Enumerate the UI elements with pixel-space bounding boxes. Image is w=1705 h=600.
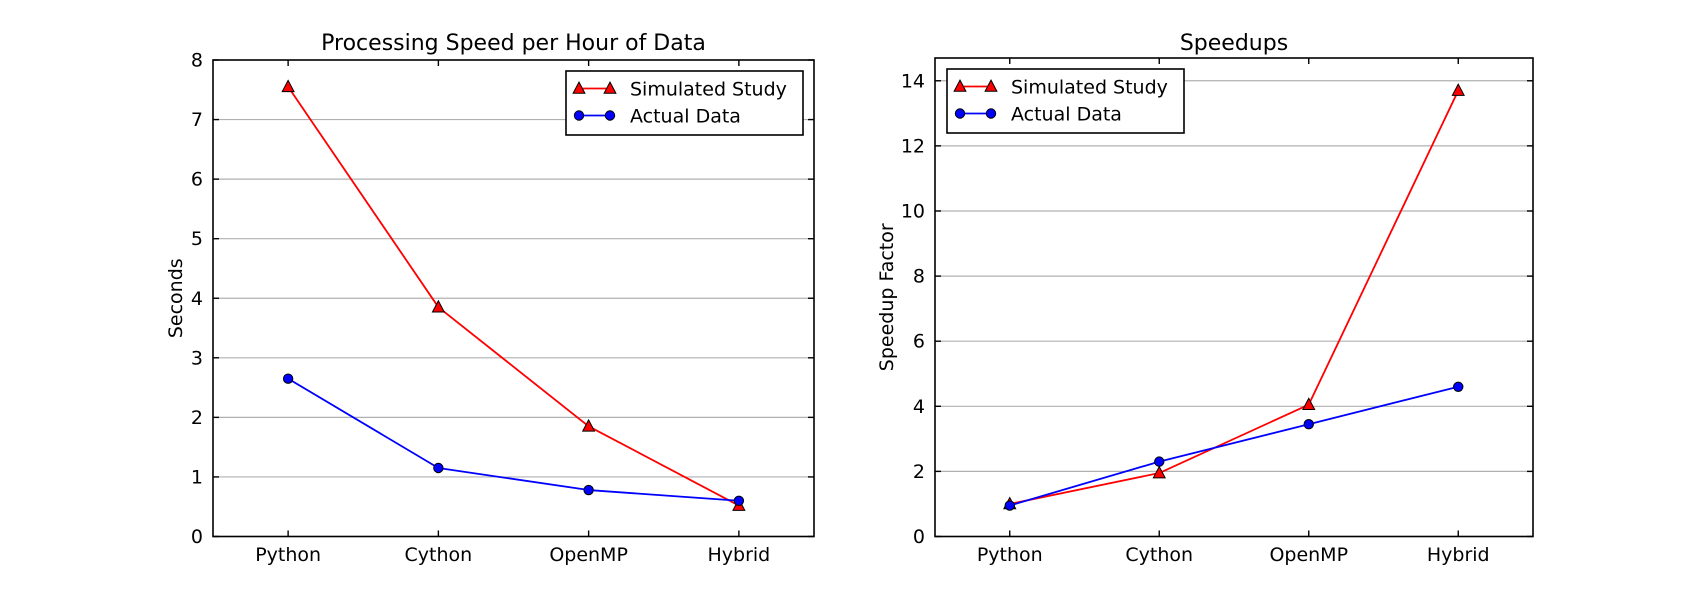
legend-label: Actual Data xyxy=(630,106,741,128)
y-tick-label: 4 xyxy=(191,288,203,310)
data-point-simulated-study-openmp xyxy=(581,418,596,432)
chart-title: Processing Speed per Hour of Data xyxy=(321,31,706,56)
legend-entry-simulated-study: Simulated Study xyxy=(953,77,1168,99)
y-tick-label: 6 xyxy=(191,169,203,191)
gridlines xyxy=(935,80,1533,472)
legend: Simulated Study Actual Data xyxy=(565,70,804,136)
x-tick-labels: Python Cython OpenMP Hybrid xyxy=(255,544,770,566)
legend-box xyxy=(565,70,804,136)
chart-processing-speed: 0 1 2 3 4 5 6 7 8 Python Cython OpenMP Hybrid Process… xyxy=(165,31,815,566)
y-tick-label: 7 xyxy=(191,109,203,131)
legend-marker xyxy=(572,81,586,94)
series-line-actual-data xyxy=(1009,385,1459,507)
y-tick-label: 10 xyxy=(901,200,925,222)
legend-marker xyxy=(573,110,585,121)
x-tick-label: Python xyxy=(977,544,1043,566)
legend-marker xyxy=(604,110,616,121)
y-tick-label: 8 xyxy=(913,266,925,288)
y-tick-label: 2 xyxy=(191,407,203,429)
legend-marker xyxy=(954,108,966,119)
chart-speedups: 0 2 4 6 8 10 12 14 Python Cython OpenMP Hybrid Speed… xyxy=(876,31,1534,566)
y-tick-label: 12 xyxy=(901,135,925,157)
axes-frame xyxy=(934,57,1534,538)
legend-label: Simulated Study xyxy=(630,79,787,101)
x-tick-label: OpenMP xyxy=(549,544,628,566)
data-point-simulated-study-hybrid xyxy=(1451,83,1465,96)
y-tick-label: 4 xyxy=(913,396,925,418)
legend-entry-simulated-study: Simulated Study xyxy=(572,79,787,101)
data-point-simulated-study-cython xyxy=(1152,465,1166,479)
legend: Simulated Study Actual Data xyxy=(946,68,1185,134)
y-tick-label: 1 xyxy=(191,466,203,488)
data-point-actual-data-hybrid xyxy=(1453,381,1464,392)
y-tick-label: 14 xyxy=(901,70,925,92)
y-tick-label: 2 xyxy=(913,461,925,483)
y-tick-label: 6 xyxy=(913,331,925,353)
series-line-simulated-study xyxy=(287,86,740,507)
series-simulated-study xyxy=(1003,83,1465,510)
data-point-actual-data-python xyxy=(1004,500,1015,511)
x-tick-label: OpenMP xyxy=(1269,544,1348,566)
x-tick-label: Cython xyxy=(1125,544,1193,566)
x-tick-labels: Python Cython OpenMP Hybrid xyxy=(977,544,1490,566)
data-point-actual-data-cython xyxy=(433,462,444,474)
legend-marker xyxy=(953,79,967,92)
data-point-actual-data-cython xyxy=(1154,456,1165,467)
legend-box xyxy=(946,68,1185,134)
y-tick-labels: 0 1 2 3 4 5 6 7 8 xyxy=(191,50,203,549)
data-point-actual-data-openmp xyxy=(583,484,594,496)
x-tick-label: Hybrid xyxy=(1427,544,1490,566)
data-point-actual-data-hybrid xyxy=(733,495,745,506)
y-axis-label: Speedup Factor xyxy=(876,223,898,371)
y-tick-label: 8 xyxy=(191,50,203,72)
tick-marks xyxy=(935,58,1533,538)
series-actual-data xyxy=(1004,381,1464,511)
data-point-actual-data-openmp xyxy=(1303,418,1314,430)
chart-title: Speedups xyxy=(1180,31,1288,56)
data-point-actual-data-python xyxy=(282,373,294,384)
x-tick-label: Hybrid xyxy=(708,544,771,566)
legend-marker xyxy=(984,79,998,92)
y-tick-label: 0 xyxy=(191,526,203,548)
y-tick-label: 3 xyxy=(191,347,203,369)
series-line-actual-data xyxy=(287,377,739,502)
series-simulated-study xyxy=(281,79,746,511)
tick-marks xyxy=(213,59,814,538)
gridlines xyxy=(213,118,814,478)
y-axis-label: Seconds xyxy=(165,258,187,338)
data-point-simulated-study-cython xyxy=(431,299,446,313)
legend-entry-actual-data: Actual Data xyxy=(954,104,1122,126)
legend-marker xyxy=(985,108,997,119)
legend-marker xyxy=(603,81,617,94)
x-tick-label: Cython xyxy=(405,544,473,566)
series-actual-data xyxy=(282,373,745,506)
data-point-simulated-study-openmp xyxy=(1302,397,1316,410)
y-tick-labels: 0 2 4 6 8 10 12 14 xyxy=(901,70,925,548)
x-tick-label: Python xyxy=(255,544,321,566)
series-line-simulated-study xyxy=(1009,90,1460,505)
legend-label: Actual Data xyxy=(1011,104,1122,126)
legend-entry-actual-data: Actual Data xyxy=(573,106,741,128)
legend-label: Simulated Study xyxy=(1011,77,1168,99)
data-point-simulated-study-python xyxy=(281,79,295,93)
y-tick-label: 5 xyxy=(191,228,203,250)
y-tick-label: 0 xyxy=(913,526,925,548)
